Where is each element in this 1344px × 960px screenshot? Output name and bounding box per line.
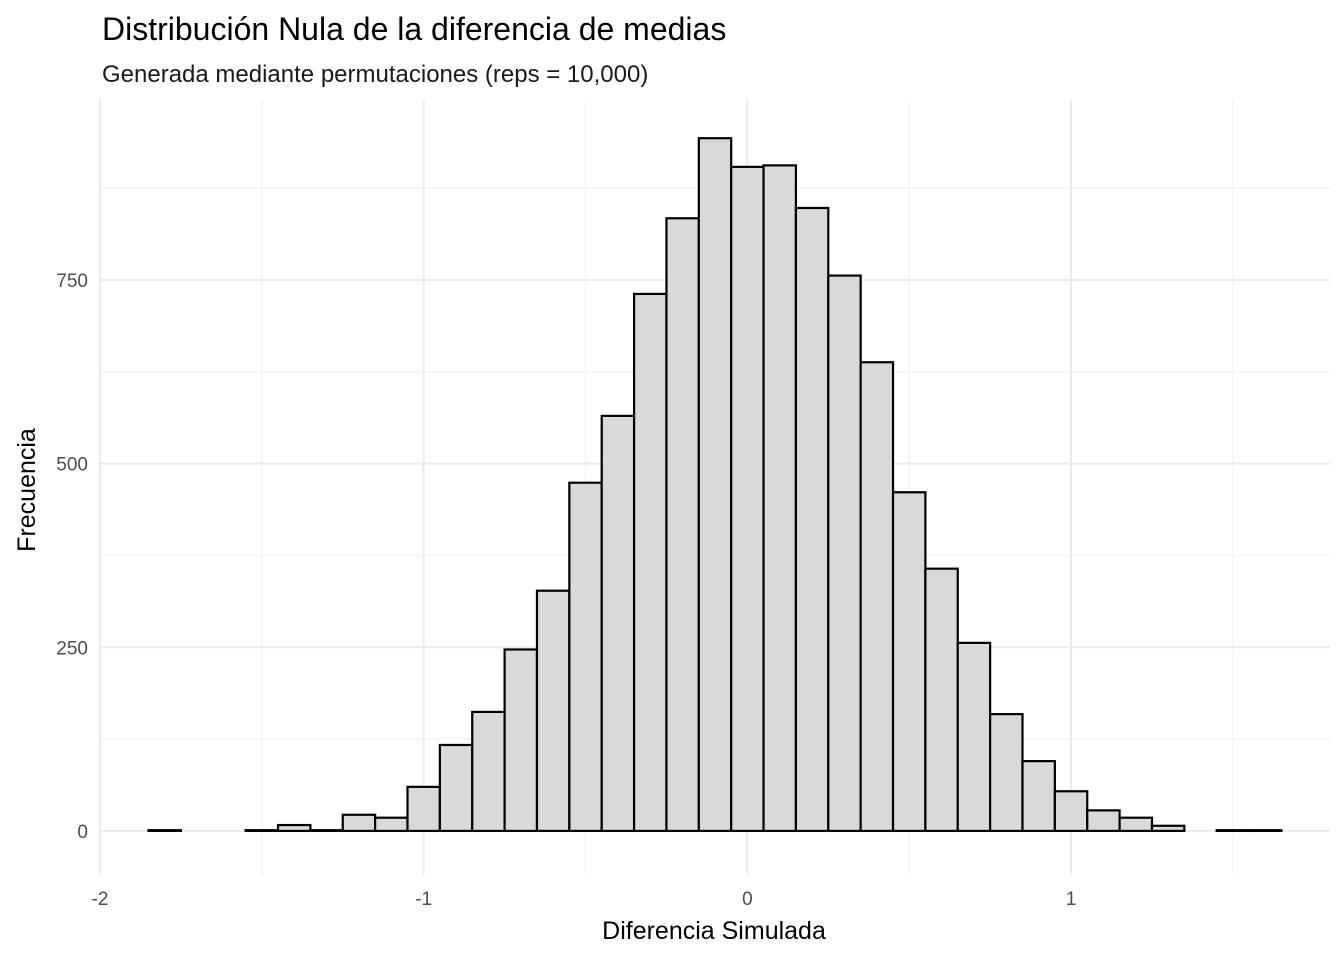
histogram-bar [600,414,636,833]
histogram-bar [147,829,183,833]
histogram-bar [730,165,765,833]
y-tick-label: 500 [56,455,88,476]
histogram-bar [438,743,474,833]
histogram-bar [697,137,733,833]
histogram-bar [1215,829,1251,833]
x-tick-label: 0 [742,889,753,910]
histogram-bar [1053,790,1089,833]
histogram-bar [309,829,344,833]
histogram-bar [1118,816,1154,833]
histogram-bar [794,206,830,833]
histogram-bar [827,274,862,833]
y-axis-ticks: 0 250 500 750 [56,271,88,843]
histogram-bars [147,137,1283,833]
histogram-bar [406,785,441,833]
y-tick-label: 750 [56,271,88,292]
histogram-bar [374,816,409,833]
histogram-bar [503,648,539,833]
x-tick-label: 1 [1066,889,1077,910]
histogram-bar [762,164,798,833]
histogram-bar [276,823,312,833]
histogram-bar [535,589,571,833]
x-axis-title: Diferencia Simulada [602,917,826,945]
histogram-bar [891,491,927,833]
histogram-bar [471,710,506,833]
histogram-bar [568,481,603,833]
histogram-bar [1247,829,1283,833]
histogram-bar [1150,824,1186,833]
histogram-bar [859,361,895,833]
y-tick-label: 0 [77,822,88,843]
histogram-bar [956,641,992,833]
histogram-bar [341,813,377,833]
histogram-bar [924,567,959,833]
x-axis-ticks: -2 -1 0 1 [92,889,1077,910]
chart-title: Distribución Nula de la diferencia de me… [102,11,726,47]
y-tick-label: 250 [56,638,88,659]
chart-subtitle: Generada mediante permutaciones (reps = … [102,61,648,88]
histogram-bar [632,292,668,833]
x-tick-label: -1 [415,889,432,910]
histogram-bar [989,713,1024,833]
x-tick-label: -2 [92,889,109,910]
histogram-bar [244,829,280,833]
histogram-bar [1086,809,1121,833]
histogram-bar [665,217,700,833]
histogram-bar [1021,760,1056,833]
y-axis-title: Frecuencia [13,428,41,552]
